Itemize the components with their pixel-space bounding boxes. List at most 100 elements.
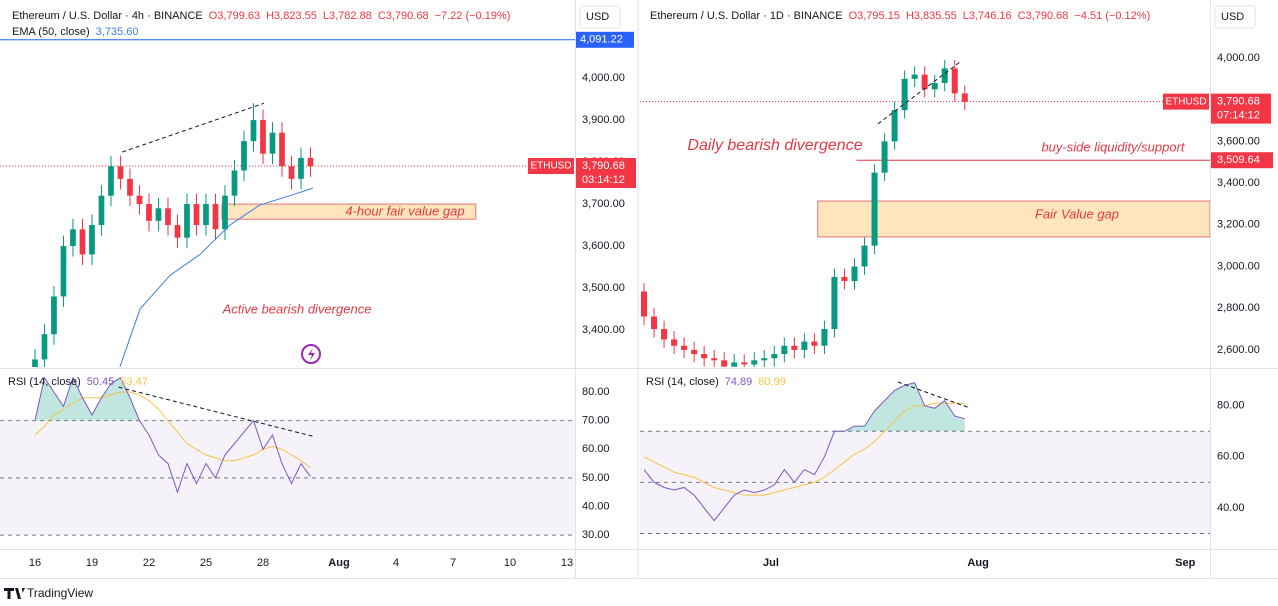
candle-body <box>691 349 698 355</box>
candle-body <box>661 329 668 340</box>
y-tick-label: 3,400.00 <box>1217 177 1260 189</box>
candle-body <box>41 334 48 360</box>
rsi-tick-label: 50.00 <box>582 472 610 484</box>
y-tick-label: 2,600.00 <box>1217 344 1260 356</box>
y-tick-label: 2,800.00 <box>1217 302 1260 314</box>
currency: USD <box>586 11 609 23</box>
candle-body <box>871 172 878 246</box>
candle-body <box>193 204 200 226</box>
candle-body <box>711 358 718 361</box>
candle-body <box>288 166 295 179</box>
candle-body <box>781 345 788 355</box>
x-tick-label: 7 <box>450 557 456 569</box>
candle-body <box>731 362 738 367</box>
chart-header: Ethereum / U.S. Dollar · 4h · BINANCE O3,… <box>12 10 510 22</box>
currency-box <box>1214 5 1256 29</box>
y-tick-label: 3,500.00 <box>582 282 625 294</box>
candle-body <box>127 178 133 196</box>
currency-box <box>579 5 621 29</box>
rsi-overbought-fill <box>844 382 965 432</box>
ohlc-value: O3,795.15 <box>849 10 900 22</box>
x-tick-label: 19 <box>86 557 98 569</box>
currency: USD <box>1221 11 1244 23</box>
ticker-tag-label: ETHUSD <box>1165 96 1206 107</box>
ohlc-value: H3,835.55 <box>906 10 957 22</box>
candle-body <box>841 276 848 282</box>
candle-body <box>260 120 266 154</box>
candle-body <box>721 360 728 367</box>
candle-body <box>241 141 247 171</box>
rsi-ma-line <box>643 402 965 496</box>
candle-body <box>881 141 888 173</box>
price-pane <box>640 60 1210 367</box>
ema-legend: EMA (50, close) 3,735.60 <box>12 26 138 38</box>
candle-body <box>811 341 818 346</box>
x-tick-label: 22 <box>143 557 155 569</box>
candle-body <box>60 246 67 297</box>
candle-body <box>951 68 958 94</box>
x-tick-label: Sep <box>1175 557 1195 569</box>
fair-value-gap <box>221 203 477 220</box>
logo <box>4 588 25 599</box>
support-tag-label: 3,509.64 <box>1217 154 1260 166</box>
rsi-legend: RSI (14, close) 74.89 80.99 <box>646 376 786 388</box>
last-price-tag <box>576 157 636 188</box>
rsi-band <box>640 431 1210 534</box>
candle-body <box>70 229 76 247</box>
annotation: 4-hour fair value gap <box>345 203 464 218</box>
last-price-tag <box>1211 93 1271 124</box>
last-price-label: 3,790.68 <box>1217 96 1260 108</box>
candle-body <box>941 68 948 83</box>
rsi-tick-label: 60.00 <box>1217 451 1245 463</box>
candle-body <box>831 276 838 330</box>
candle-body <box>298 157 304 179</box>
assistant-icon <box>301 344 321 364</box>
rsi-divergence-line <box>897 381 971 409</box>
ohlc-value: C3,790.68 <box>1018 10 1069 22</box>
candle-body <box>961 93 968 102</box>
fair-value-gap <box>817 200 1210 238</box>
candle-body <box>681 345 688 350</box>
ohlc-value: L3,782.88 <box>323 10 372 22</box>
ohlc-value: L3,746.16 <box>963 10 1012 22</box>
rsi-ma-line <box>34 391 311 469</box>
y-tick-label: 3,200.00 <box>1217 219 1260 231</box>
candle-body <box>921 74 928 90</box>
y-tick-label: 3,000.00 <box>1217 260 1260 272</box>
x-tick-label: 13 <box>561 557 573 569</box>
candle-body <box>861 245 868 267</box>
rsi-tick-label: 80.00 <box>582 386 610 398</box>
candle-body <box>32 359 38 367</box>
candle-body <box>751 360 758 365</box>
rsi-tick-label: 80.00 <box>1217 400 1245 412</box>
last-price-label: 3,790.68 <box>582 160 625 172</box>
candle-body <box>931 82 938 90</box>
footer-brand: TradingView <box>27 586 93 600</box>
rsi-title: RSI (14, close) <box>646 376 719 388</box>
candle-body <box>821 329 828 346</box>
candle-body <box>761 358 768 361</box>
y-tick-label: 3,600.00 <box>1217 135 1260 147</box>
rsi-tick-label: 30.00 <box>582 529 610 541</box>
ema-title: EMA (50, close) <box>12 26 90 38</box>
rsi-tick-label: 70.00 <box>582 415 610 427</box>
x-tick-label: 28 <box>257 557 269 569</box>
divergence-line <box>877 61 961 125</box>
candle-body <box>791 345 798 350</box>
x-tick-label: 10 <box>504 557 516 569</box>
candle-body <box>222 195 228 230</box>
candle-body <box>651 316 658 330</box>
candle-body <box>701 354 708 359</box>
ohlc-value: C3,790.68 <box>378 10 429 22</box>
rsi-title: RSI (14, close) <box>8 376 81 388</box>
y-tick-label: 3,400.00 <box>582 324 625 336</box>
candle-body <box>279 132 285 167</box>
countdown: 03:14:12 <box>582 174 625 186</box>
ema-value: 3,735.60 <box>96 26 139 38</box>
support-tag <box>1211 152 1273 169</box>
rsi-overbought-fill <box>34 377 140 421</box>
candle-body <box>165 208 171 226</box>
candle-body <box>891 110 898 142</box>
rsi-tick-label: 40.00 <box>1217 502 1245 514</box>
candle-body <box>307 157 314 167</box>
